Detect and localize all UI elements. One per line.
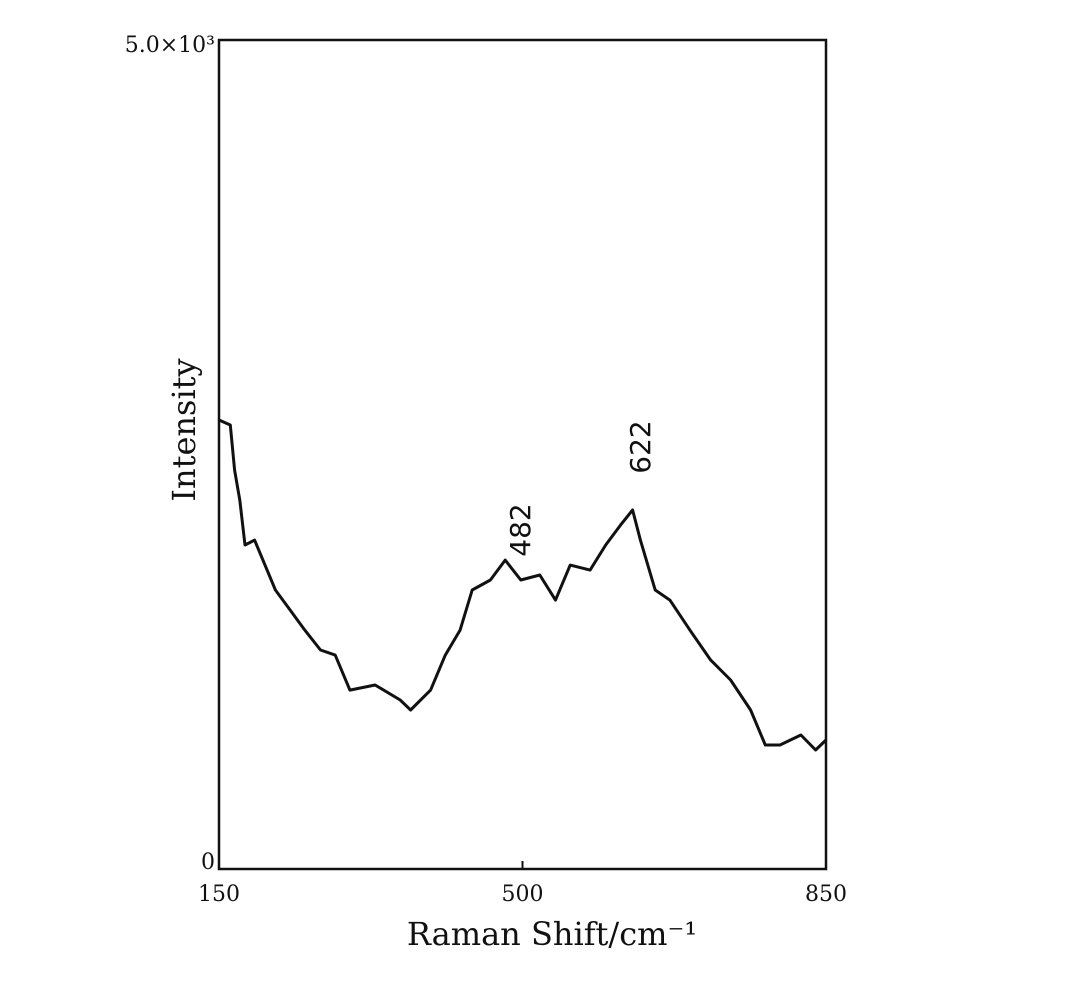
plot-frame [217, 38, 828, 871]
spectrum-line [218, 418, 828, 752]
x-tick-label: 150 [198, 882, 240, 907]
y-tick-label: 5.0×10³ [125, 33, 215, 58]
y-tick-label: 0 [201, 850, 215, 875]
x-axis-label: Raman Shift/cm⁻¹ [407, 915, 697, 953]
peak-label: 622 [624, 420, 657, 473]
peak-label: 482 [504, 503, 537, 556]
x-tick-label: 850 [805, 882, 847, 907]
y-axis-label: Intensity [165, 358, 203, 501]
x-tick-label: 500 [502, 882, 544, 907]
